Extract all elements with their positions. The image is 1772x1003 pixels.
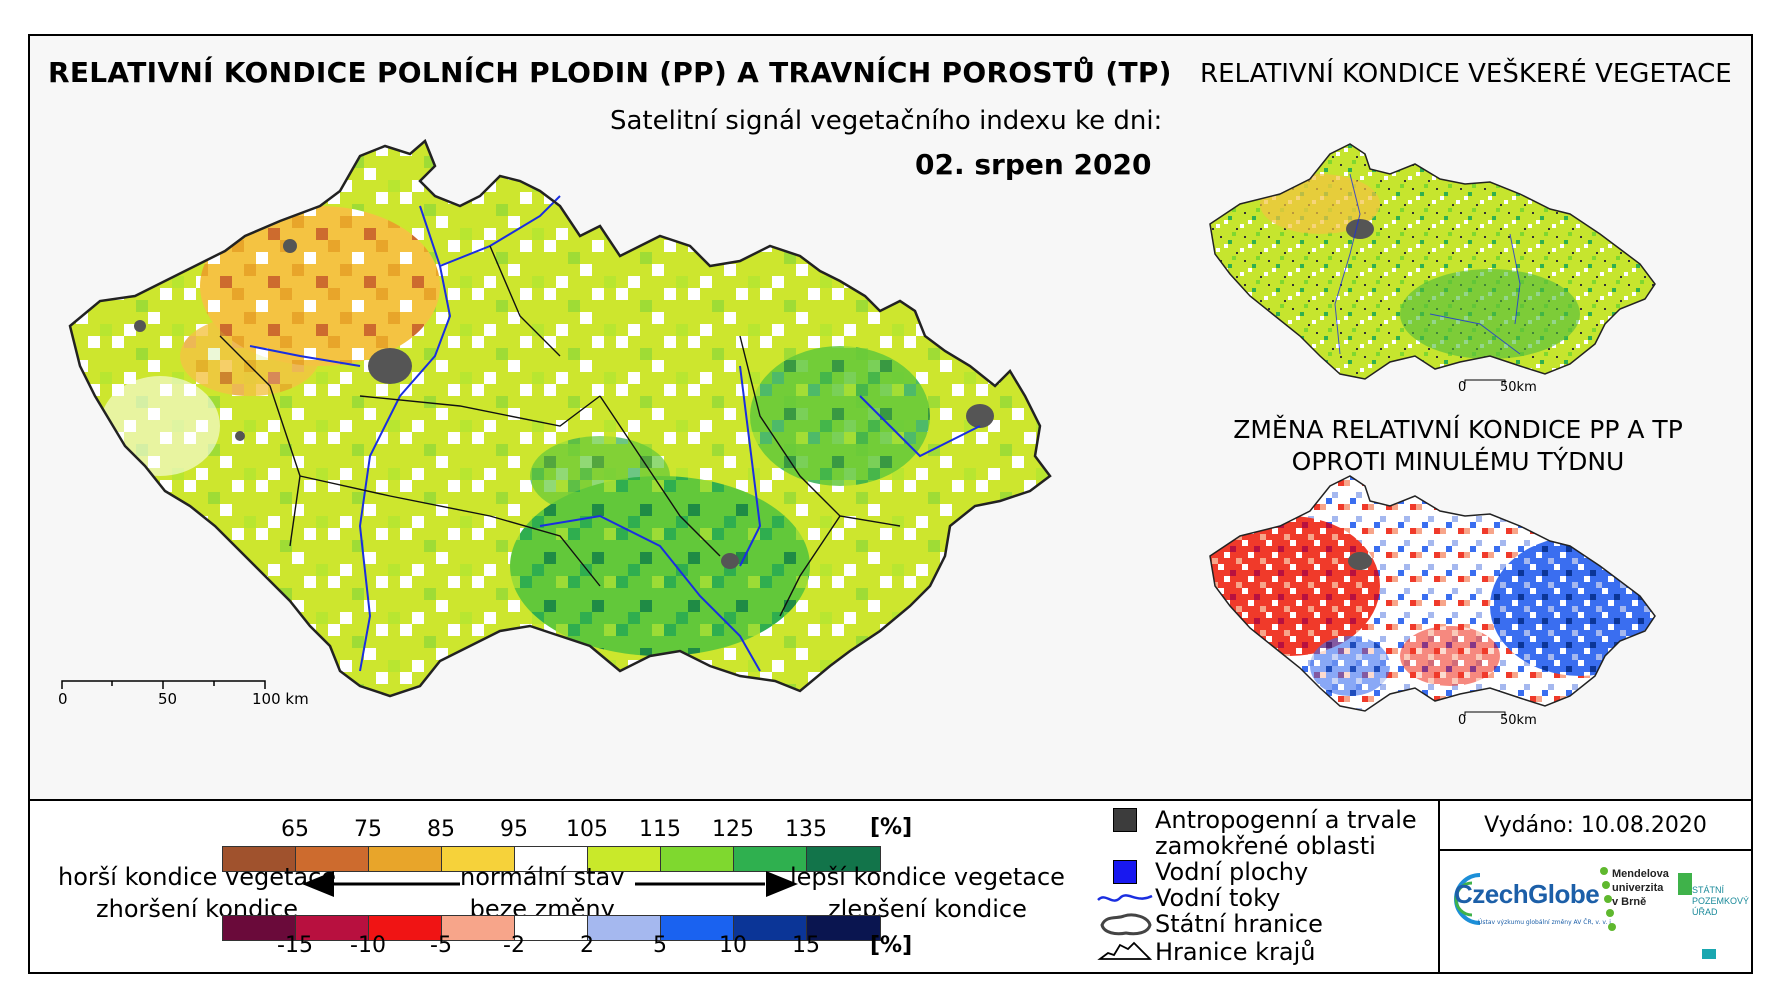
change-map-title: ZMĚNA RELATIVNÍ KONDICE PP A TP OPROTI M… — [1233, 415, 1683, 476]
better-label: lepší kondice vegetace zlepšení kondice — [790, 863, 1065, 923]
main-scale-label-50: 50 — [158, 690, 178, 708]
water-body-icon — [1095, 859, 1155, 885]
condition-value: 85 — [427, 817, 455, 842]
change-swatch-1 — [296, 916, 369, 940]
change-swatch-3 — [442, 916, 515, 940]
change-swatch-4 — [515, 916, 588, 940]
condition-swatch-5 — [588, 847, 661, 871]
main-scale-label-100: 100 km — [252, 690, 309, 708]
condition-swatch-0 — [223, 847, 296, 871]
mendel-logo-icon — [1600, 867, 1616, 931]
change-value: 2 — [580, 933, 594, 958]
change-unit: [%] — [870, 933, 913, 958]
weekly-change-map — [1209, 475, 1656, 716]
legend-area: 65 75 85 95 105 115 125 135 [%] horší ko… — [30, 799, 1751, 974]
spu-logo-accent — [1702, 949, 1716, 959]
condition-value: 105 — [566, 817, 608, 842]
legend-anthropogenic: Antropogenní a trvale zamokřené oblasti — [1095, 807, 1417, 859]
condition-unit: [%] — [870, 815, 913, 840]
date-label: 02. srpen 2020 — [915, 148, 1152, 181]
change-color-bar — [222, 915, 881, 941]
mendel-logo: Mendelova univerzita v Brně — [1612, 868, 1669, 908]
state-border-icon — [1095, 911, 1155, 937]
condition-value: 135 — [785, 817, 827, 842]
change-swatch-8 — [807, 916, 880, 940]
legend-region-border: Hranice krajů — [1095, 939, 1315, 965]
change-swatch-5 — [588, 916, 661, 940]
release-date: Vydáno: 10.08.2020 — [1440, 801, 1751, 851]
maps-area: RELATIVNÍ KONDICE POLNÍCH PLODIN (PP) A … — [30, 36, 1751, 799]
change-swatch-6 — [661, 916, 734, 940]
condition-swatch-4 — [515, 847, 588, 871]
bottom-scale-label-0: 0 — [1458, 713, 1467, 728]
spu-logo: STÁTNÍ POZEMKOVÝ ÚŘAD — [1692, 885, 1750, 917]
legend-water-bodies: Vodní plochy — [1095, 859, 1308, 885]
czechglobe-subtitle: Ústav výzkumu globální změny AV ČR, v. v… — [1478, 919, 1613, 926]
condition-value: 75 — [354, 817, 382, 842]
condition-value: 95 — [500, 817, 528, 842]
change-swatch-0 — [223, 916, 296, 940]
change-value: -2 — [503, 933, 525, 958]
arrow-right-icon — [635, 871, 798, 897]
condition-swatch-8 — [807, 847, 880, 871]
vegetation-map-title: RELATIVNÍ KONDICE VEŠKERÉ VEGETACE — [1200, 59, 1732, 89]
change-value: 15 — [792, 933, 820, 958]
change-value: -15 — [277, 933, 313, 958]
arrow-left-icon — [302, 871, 460, 897]
condition-value: 125 — [712, 817, 754, 842]
czechglobe-logo-icon — [1454, 873, 1481, 925]
change-value: -5 — [430, 933, 452, 958]
condition-value: 115 — [639, 817, 681, 842]
legend-rivers: Vodní toky — [1095, 885, 1280, 911]
legend-state-border: Státní hranice — [1095, 911, 1323, 937]
subtitle: Satelitní signál vegetačního indexu ke d… — [610, 106, 1163, 136]
river-icon — [1095, 885, 1155, 911]
czechglobe-logo: CzechGlobe — [1454, 879, 1600, 909]
region-borders — [219, 245, 901, 617]
change-swatch-7 — [734, 916, 807, 940]
main-scale-bar — [61, 680, 266, 689]
all-vegetation-map — [1209, 143, 1656, 384]
condition-swatch-7 — [734, 847, 807, 871]
top-scale-label-50: 50km — [1500, 380, 1537, 395]
top-scale-label-0: 0 — [1458, 380, 1467, 395]
figure-frame: RELATIVNÍ KONDICE POLNÍCH PLODIN (PP) A … — [28, 34, 1753, 974]
main-scale-label-0: 0 — [58, 690, 68, 708]
condition-color-bar — [222, 846, 881, 872]
publication-box: Vydáno: 10.08.2020 CzechGlobe Ústav výzk… — [1438, 801, 1751, 974]
condition-swatch-6 — [661, 847, 734, 871]
main-title: RELATIVNÍ KONDICE POLNÍCH PLODIN (PP) A … — [48, 56, 1172, 89]
condition-swatch-2 — [369, 847, 442, 871]
spu-logo-icon — [1678, 873, 1692, 895]
change-swatch-2 — [369, 916, 442, 940]
main-condition-map — [61, 139, 1052, 698]
change-value: 5 — [653, 933, 667, 958]
condition-swatch-3 — [442, 847, 515, 871]
condition-value: 65 — [281, 817, 309, 842]
change-value: 10 — [719, 933, 747, 958]
rivers — [249, 195, 981, 672]
anthropogenic-area-icon — [1095, 807, 1155, 833]
logos: CzechGlobe Ústav výzkumu globální změny … — [1440, 853, 1751, 972]
change-value: -10 — [350, 933, 386, 958]
region-border-icon — [1095, 939, 1155, 965]
condition-swatch-1 — [296, 847, 369, 871]
bottom-scale-label-50: 50km — [1500, 713, 1537, 728]
